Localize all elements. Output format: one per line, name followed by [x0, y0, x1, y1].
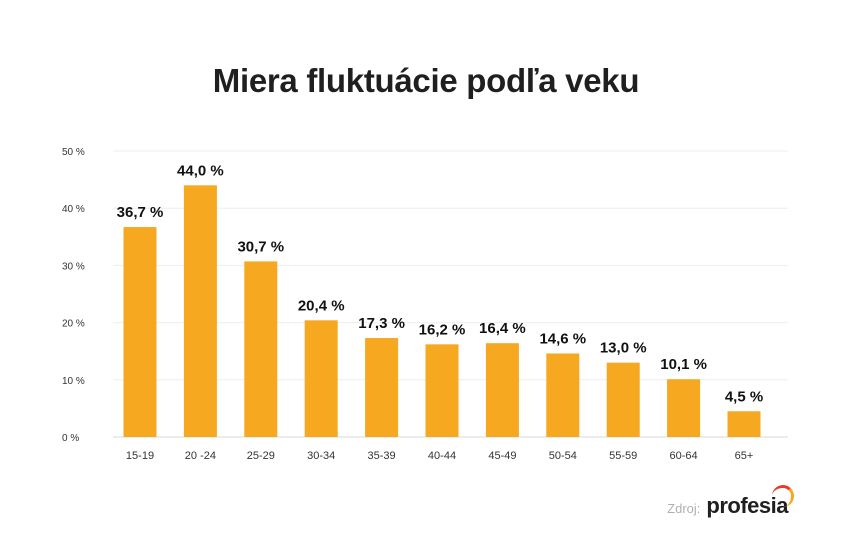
value-label: 4,5 % — [725, 388, 763, 405]
value-label: 14,6 % — [539, 330, 586, 347]
bar — [304, 320, 338, 437]
x-tick-label: 25-29 — [247, 450, 275, 462]
logo-arc-icon — [772, 485, 794, 507]
x-tick-label: 40-44 — [428, 450, 456, 462]
value-label: 10,1 % — [660, 356, 707, 373]
value-label: 13,0 % — [600, 340, 647, 357]
y-axis-ticks: 0 % 10 % 20 % 30 % 40 % 50 % — [62, 147, 85, 444]
bar — [365, 338, 399, 437]
y-tick-label: 30 % — [62, 261, 85, 272]
x-axis-ticks: 15-19 20 -24 25-29 30-34 35-39 40-44 45-49 50-5… — [126, 450, 753, 462]
bar — [546, 353, 580, 437]
x-tick-label: 50-54 — [549, 450, 577, 462]
source-label: Zdroj: — [667, 501, 701, 516]
y-tick-label: 20 % — [62, 319, 85, 330]
x-tick-label: 30-34 — [307, 450, 335, 462]
bar — [183, 185, 217, 437]
bar — [425, 344, 459, 437]
bar — [485, 343, 519, 437]
value-label: 44,0 % — [177, 162, 224, 179]
bar — [727, 411, 761, 437]
x-tick-label: 15-19 — [126, 450, 154, 462]
x-tick-label: 65+ — [735, 450, 754, 462]
value-label: 20,4 % — [298, 297, 345, 314]
y-tick-label: 50 % — [62, 147, 85, 158]
x-tick-label: 45-49 — [488, 450, 516, 462]
x-tick-label: 35-39 — [368, 450, 396, 462]
bar — [606, 362, 640, 437]
value-label: 16,2 % — [419, 321, 466, 338]
value-label: 17,3 % — [358, 315, 405, 332]
y-tick-label: 10 % — [62, 376, 85, 387]
bar — [244, 261, 278, 437]
bar — [123, 227, 157, 437]
value-labels: 36,7 % 44,0 % 30,7 % 20,4 % 17,3 % 16,2 % 16,4… — [117, 162, 764, 405]
x-tick-label: 20 -24 — [185, 450, 216, 462]
value-label: 16,4 % — [479, 320, 526, 337]
bars — [123, 185, 761, 437]
value-label: 30,7 % — [237, 238, 284, 255]
profesia-logo: profesia — [706, 485, 794, 519]
x-tick-label: 55-59 — [609, 450, 637, 462]
bar — [667, 379, 701, 437]
value-label: 36,7 % — [117, 204, 164, 221]
y-tick-label: 0 % — [62, 433, 79, 444]
y-tick-label: 40 % — [62, 204, 85, 215]
chart-title: Miera fluktuácie podľa veku — [212, 62, 640, 99]
source: Zdroj: profesia — [667, 485, 794, 519]
x-tick-label: 60-64 — [670, 450, 698, 462]
